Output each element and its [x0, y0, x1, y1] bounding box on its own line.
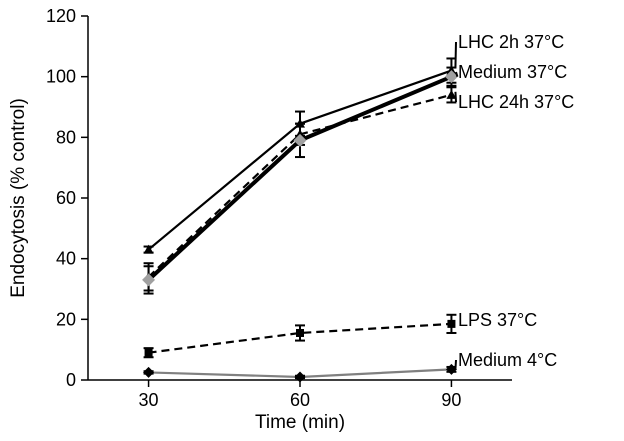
- data-point-diamond: [293, 133, 307, 147]
- y-tick-label: 120: [46, 6, 76, 26]
- data-point-triangle: [143, 244, 154, 254]
- data-point-square: [296, 328, 304, 337]
- series-label-2: LHC 24h 37°C: [454, 91, 574, 112]
- y-tick-label: 100: [46, 67, 76, 87]
- series-label-text: Medium 4°C: [458, 350, 557, 370]
- x-tick-label: 30: [139, 390, 159, 410]
- series-label-text: LHC 24h 37°C: [458, 92, 574, 112]
- series-label-4: Medium 4°C: [454, 350, 557, 370]
- series-line: [148, 322, 452, 354]
- data-point-diamond: [142, 273, 156, 287]
- label-leader-line: [454, 359, 457, 370]
- data-point-square: [447, 319, 456, 328]
- series-label-0: LHC 2h 37°C: [454, 32, 564, 68]
- label-leader-line: [454, 41, 457, 68]
- x-tick-label: 60: [290, 390, 310, 410]
- y-tick-label: 60: [56, 188, 76, 208]
- x-axis-title: Time (min): [255, 412, 345, 433]
- y-tick-label: 20: [56, 309, 76, 329]
- x-axis: 30 60 90 Time (min): [88, 379, 512, 433]
- series-label-1: Medium 37°C: [455, 62, 567, 82]
- data-point-diamond: [143, 366, 155, 378]
- y-tick-label: 0: [66, 370, 76, 390]
- y-axis: 0 20 40 60 80 100 120 Endocytosis (% control): [8, 6, 89, 390]
- label-leader-line: [455, 71, 459, 77]
- data-point-triangle: [446, 89, 457, 99]
- plot-area: [142, 57, 458, 383]
- series-4: [143, 363, 457, 383]
- x-tick-label: 90: [441, 390, 461, 410]
- series-label-text: LHC 2h 37°C: [458, 32, 564, 52]
- x-ticks: 30 60 90: [139, 380, 461, 410]
- series-labels: LHC 2h 37°C Medium 37°C LHC 24h 37°C LPS 37…: [454, 32, 574, 370]
- series-label-text: Medium 37°C: [458, 62, 567, 82]
- data-point-square: [144, 348, 153, 357]
- y-tick-label: 80: [56, 127, 76, 147]
- y-axis-title: Endocytosis (% control): [8, 98, 29, 298]
- series-1: [142, 66, 458, 295]
- data-point-diamond: [294, 371, 306, 383]
- series-line: [147, 93, 452, 278]
- y-tick-label: 40: [56, 249, 76, 269]
- data-point-diamond: [444, 70, 458, 84]
- y-ticks: 0 20 40 60 80 100 120: [46, 6, 88, 390]
- series-label-text: LPS 37°C: [458, 310, 537, 330]
- series-label-3: LPS 37°C: [458, 310, 537, 330]
- series-3: [143, 313, 457, 359]
- label-leader-line: [454, 91, 457, 103]
- data-point-diamond: [445, 363, 457, 375]
